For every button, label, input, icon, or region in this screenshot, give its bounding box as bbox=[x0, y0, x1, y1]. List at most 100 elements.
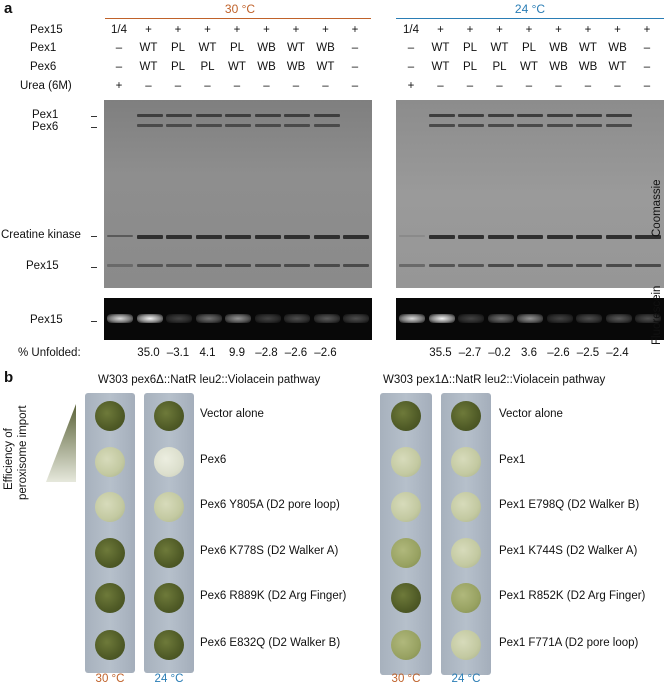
condition-cell: + bbox=[204, 24, 211, 36]
plate-left-24c bbox=[144, 393, 194, 673]
gel-band bbox=[225, 124, 251, 127]
condition-cell: + bbox=[233, 24, 241, 36]
condition-cell: 1/4 bbox=[403, 24, 419, 36]
condition-cell: – bbox=[407, 61, 415, 73]
gel-band bbox=[546, 264, 573, 267]
gel-band bbox=[605, 235, 632, 239]
efficiency-gradient-wedge bbox=[46, 404, 76, 482]
fluorescein-band bbox=[313, 314, 340, 323]
gel-band bbox=[343, 264, 369, 267]
condition-cell: WB bbox=[549, 42, 568, 54]
yeast-spot bbox=[154, 492, 184, 522]
condition-cell: PL bbox=[170, 61, 186, 73]
gel-band bbox=[195, 264, 222, 267]
gel-band bbox=[195, 124, 222, 127]
condition-cell: – bbox=[174, 80, 182, 92]
condition-cell: WB bbox=[608, 42, 627, 54]
y-label-line1: Efficiency of bbox=[3, 428, 15, 490]
condition-cell: PL bbox=[462, 42, 478, 54]
fluorescein-band bbox=[284, 314, 310, 323]
coomassie-gel-right bbox=[396, 100, 664, 288]
condition-cell: + bbox=[322, 24, 329, 36]
gel-band bbox=[517, 235, 543, 239]
condition-cell: – bbox=[292, 80, 300, 92]
gel-band bbox=[635, 264, 661, 267]
fluorescein-band bbox=[107, 314, 133, 323]
y-label-line2: peroxisome import bbox=[17, 405, 29, 500]
unfolded-value: –3.1 bbox=[166, 347, 190, 359]
gel-band bbox=[428, 235, 455, 239]
unfolded-value: 3.6 bbox=[521, 347, 537, 359]
gel-band bbox=[517, 114, 543, 117]
fluorescein-band bbox=[399, 314, 425, 323]
condition-cell: PL bbox=[492, 61, 507, 73]
plate-temp-right-24: 24 °C bbox=[451, 673, 481, 685]
condition-cell: WT bbox=[287, 42, 305, 54]
gel-band bbox=[487, 235, 514, 239]
construct-label: Pex1 bbox=[499, 454, 526, 466]
gel-band bbox=[605, 114, 632, 117]
condition-cell: + bbox=[437, 24, 444, 36]
fluorescein-band bbox=[576, 314, 602, 323]
gel-band bbox=[166, 235, 192, 239]
unfolded-value: –2.5 bbox=[576, 347, 600, 359]
gel-band bbox=[487, 114, 514, 117]
gel-band bbox=[428, 264, 455, 267]
gel-band bbox=[487, 124, 514, 127]
tick bbox=[91, 321, 97, 322]
condition-cell: – bbox=[263, 80, 270, 92]
yeast-spot bbox=[95, 630, 125, 660]
fluorescein-band bbox=[136, 314, 163, 323]
yeast-spot bbox=[391, 538, 421, 568]
yeast-spot bbox=[391, 401, 421, 431]
condition-cell: WB bbox=[286, 61, 306, 73]
unfolded-value: 9.9 bbox=[229, 347, 245, 359]
gel-band bbox=[487, 264, 514, 267]
condition-cell: WB bbox=[316, 42, 335, 54]
yeast-spot bbox=[391, 447, 421, 477]
panel-a-letter: a bbox=[4, 0, 13, 17]
band-label-pex6: Pex6 bbox=[32, 121, 59, 133]
gel-band bbox=[195, 235, 222, 239]
construct-label: Pex1 K744S (D2 Walker A) bbox=[499, 545, 638, 557]
gel-band bbox=[107, 264, 133, 267]
gel-band bbox=[136, 114, 163, 117]
yeast-spot bbox=[451, 538, 481, 568]
construct-label: Pex1 R852K (D2 Arg Finger) bbox=[499, 590, 646, 602]
unfolded-value: 35.0 bbox=[137, 347, 160, 359]
construct-label: Pex1 F771A (D2 pore loop) bbox=[499, 637, 639, 649]
condition-cell: + bbox=[292, 24, 300, 36]
unfolded-value: –2.6 bbox=[314, 347, 337, 359]
fluorescein-band bbox=[546, 314, 573, 323]
condition-cell: – bbox=[614, 80, 621, 92]
condition-cell: WT bbox=[228, 61, 246, 73]
gel-band bbox=[284, 124, 310, 127]
condition-cell: WT bbox=[490, 42, 509, 54]
gel-band bbox=[313, 124, 340, 127]
gel-band bbox=[546, 235, 573, 239]
gel-band bbox=[576, 114, 602, 117]
condition-cell: – bbox=[466, 80, 474, 92]
yeast-spot bbox=[451, 583, 481, 613]
condition-cell: – bbox=[525, 80, 533, 92]
plate-temp-right-30: 30 °C bbox=[391, 673, 421, 685]
temp-label-left: 30 °C bbox=[224, 2, 256, 16]
gel-band bbox=[107, 235, 133, 237]
unfolded-value: –2.7 bbox=[458, 347, 482, 359]
condition-cell: WT bbox=[431, 42, 450, 54]
yeast-spot bbox=[154, 401, 184, 431]
gel-band bbox=[635, 235, 661, 239]
condition-cell: PL bbox=[200, 61, 215, 73]
gel-band bbox=[254, 235, 281, 239]
temp-bracket-left bbox=[105, 18, 371, 19]
construct-label: Pex6 bbox=[200, 454, 227, 466]
condition-cell: + bbox=[174, 24, 182, 36]
band-label-pex1: Pex1 bbox=[32, 109, 59, 121]
condition-cell: – bbox=[322, 80, 329, 92]
band-label-pex15: Pex15 bbox=[26, 260, 59, 272]
condition-cell: – bbox=[496, 80, 503, 92]
row-label-pex1: Pex1 bbox=[30, 42, 57, 54]
tick bbox=[91, 236, 97, 237]
condition-cell: + bbox=[643, 24, 651, 36]
plate-right-24c bbox=[441, 393, 491, 675]
